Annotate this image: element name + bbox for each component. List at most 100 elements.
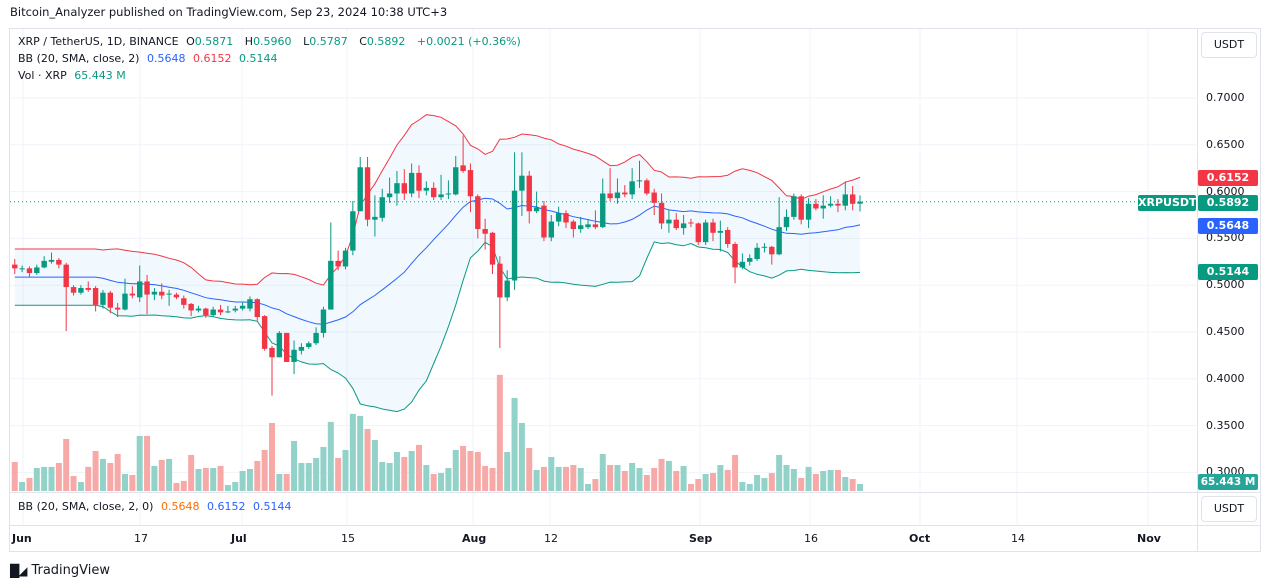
change-value: +0.0021 (+0.36%) xyxy=(416,35,521,48)
volume-bar xyxy=(482,465,489,491)
candle-body xyxy=(438,194,444,198)
candle xyxy=(203,307,209,318)
candle xyxy=(26,266,33,277)
candle-body xyxy=(732,244,738,268)
volume-bar xyxy=(673,471,680,491)
candle-body xyxy=(254,299,260,318)
candle xyxy=(453,156,459,196)
tradingview-logo-icon: █◢ xyxy=(10,563,27,578)
volume-bar xyxy=(607,465,614,491)
volume-bar xyxy=(834,469,841,491)
candle-body xyxy=(592,224,599,228)
candle-body xyxy=(857,201,863,204)
time-tick-label: Jul xyxy=(231,532,247,545)
candle xyxy=(151,288,158,301)
candle xyxy=(747,254,753,266)
bb-pane-unit-button[interactable]: USDT xyxy=(1201,496,1257,522)
candle xyxy=(519,152,525,216)
candle-body xyxy=(313,332,319,344)
candle-body xyxy=(137,281,143,298)
candle xyxy=(541,200,547,242)
time-tick-label: 12 xyxy=(544,532,558,545)
candle xyxy=(622,185,628,198)
volume-bar xyxy=(732,454,739,491)
bb-legend-label: BB (20, SMA, close, 2) xyxy=(18,52,140,65)
candle-body xyxy=(232,308,238,311)
volume-bar xyxy=(577,468,584,491)
candle-body xyxy=(372,216,378,220)
candle-body xyxy=(761,246,768,248)
candle xyxy=(92,286,99,312)
candle-body xyxy=(239,305,246,309)
volume-bar xyxy=(136,435,143,491)
candle xyxy=(717,220,724,252)
candle xyxy=(600,178,606,229)
candle-body xyxy=(379,197,385,218)
candle-body xyxy=(555,213,562,222)
candle-body xyxy=(85,288,91,290)
candle xyxy=(188,302,194,317)
candle xyxy=(122,278,128,311)
candle xyxy=(34,264,40,275)
candle xyxy=(849,185,856,211)
volume-bar xyxy=(724,469,731,491)
volume-bar xyxy=(269,422,275,491)
volume-bar xyxy=(452,449,459,491)
volume-bar xyxy=(298,462,305,491)
candle-body xyxy=(247,299,253,309)
candle-body xyxy=(63,264,69,288)
candle-body xyxy=(210,309,216,316)
price-tick-label: 0.6500 xyxy=(1206,137,1245,151)
candle-body xyxy=(269,347,275,358)
volume-bar xyxy=(379,462,386,491)
volume-bar xyxy=(636,468,643,491)
volume-bar xyxy=(776,454,783,491)
candle xyxy=(70,285,77,296)
candle-body xyxy=(791,196,797,217)
candle-body xyxy=(129,293,136,296)
candle-body xyxy=(122,293,128,310)
candle-body xyxy=(203,308,209,316)
candle-body xyxy=(460,165,466,172)
volume-bar xyxy=(188,454,195,491)
volume-bar xyxy=(122,473,128,491)
candle-body xyxy=(680,223,687,229)
volume-bar xyxy=(173,482,180,491)
chart-frame xyxy=(9,28,1261,552)
volume-bar xyxy=(195,468,202,491)
candle-body xyxy=(695,223,701,243)
volume-bar xyxy=(754,474,761,491)
bb-pane-legend[interactable]: BB (20, SMA, close, 2, 0) 0.5648 0.6152 … xyxy=(18,500,295,513)
candle-body xyxy=(342,250,349,267)
candle-body xyxy=(217,309,224,313)
candle xyxy=(614,178,621,204)
volume-bar xyxy=(746,483,753,491)
candle xyxy=(328,222,334,310)
candle-body xyxy=(291,349,297,362)
volume-bar xyxy=(261,449,268,491)
symbol-badge: XRPUSDT xyxy=(1138,195,1197,211)
candle-body xyxy=(151,291,158,295)
candle xyxy=(357,156,363,212)
price-unit-button[interactable]: USDT xyxy=(1201,32,1257,58)
volume-bar xyxy=(401,456,408,491)
volume-bar xyxy=(246,468,253,491)
price-tick-label: 0.5000 xyxy=(1206,278,1245,292)
volume-bar xyxy=(467,451,474,491)
candle-body xyxy=(92,288,99,305)
volume-bar xyxy=(849,479,856,491)
bb-legend[interactable]: BB (20, SMA, close, 2) 0.5648 0.6152 0.5… xyxy=(18,52,281,65)
volume-bar xyxy=(416,444,422,491)
candle-body xyxy=(56,259,62,265)
tradingview-logo[interactable]: █◢ TradingView xyxy=(10,563,110,578)
time-tick-label: Nov xyxy=(1137,532,1161,545)
candle xyxy=(298,343,305,355)
symbol-title[interactable]: XRP / TetherUS, 1D, BINANCE xyxy=(18,35,179,48)
time-tick-label: Aug xyxy=(462,532,487,545)
candle-body xyxy=(842,194,848,206)
candle-body xyxy=(607,193,613,199)
volume-bar xyxy=(489,468,496,491)
volume-bar xyxy=(19,482,26,491)
volume-legend[interactable]: Vol · XRP 65.443 M xyxy=(18,69,130,82)
